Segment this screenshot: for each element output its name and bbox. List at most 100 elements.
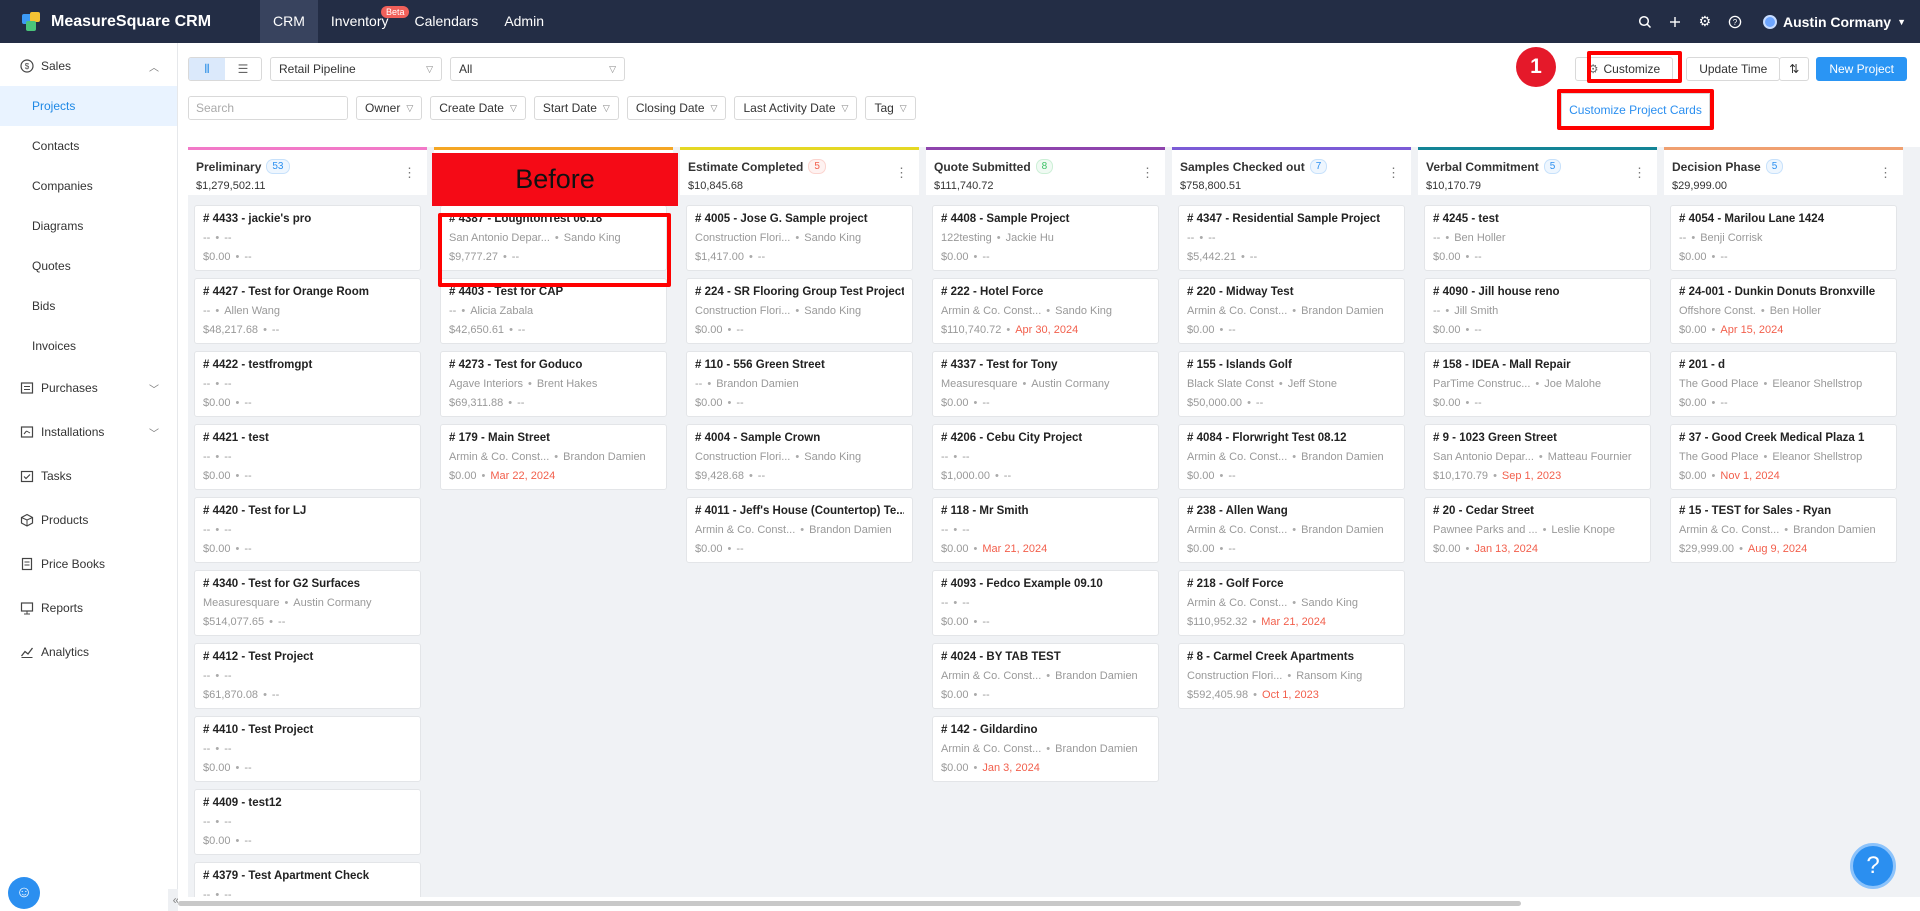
project-card[interactable]: # 8 - Carmel Creek Apartments Constructio… [1178, 643, 1405, 709]
sidebar-item-diagrams[interactable]: Diagrams [32, 219, 84, 233]
project-card[interactable]: # 4403 - Test for CAP -- • Alicia Zabala $42… [440, 278, 667, 344]
app-logo[interactable]: MeasureSquare CRM [0, 11, 260, 32]
community-icon[interactable]: ☺ [8, 877, 40, 909]
sidebar-item-companies[interactable]: Companies [32, 179, 93, 193]
project-card[interactable]: # 224 - SR Flooring Group Test Project Co… [686, 278, 913, 344]
project-card[interactable]: # 4005 - Jose G. Sample project Construct… [686, 205, 913, 271]
filter-start-date[interactable]: Start Date ▽ [533, 96, 619, 120]
project-card[interactable]: # 158 - IDEA - Mall Repair ParTime Constr… [1424, 351, 1651, 417]
nav-admin[interactable]: Admin [491, 0, 557, 43]
update-time-button[interactable]: Update Time [1686, 57, 1781, 81]
project-card[interactable]: # 4412 - Test Project -- • -- $61,870.08 • -- [194, 643, 421, 709]
nav-inventory[interactable]: Inventory Beta [318, 0, 410, 43]
search-input[interactable] [189, 97, 347, 119]
scope-select[interactable]: All ▽ [450, 57, 625, 81]
separator-dot: • [973, 762, 978, 774]
plus-icon[interactable] [1667, 14, 1683, 30]
filter-tag[interactable]: Tag ▽ [865, 96, 916, 120]
project-card[interactable]: # 222 - Hotel Force Armin & Co. Const... •… [932, 278, 1159, 344]
card-company-row: -- • -- [203, 816, 412, 828]
new-project-button[interactable]: New Project [1816, 57, 1907, 81]
project-card[interactable]: # 4422 - testfromgpt -- • -- $0.00 • -- [194, 351, 421, 417]
project-card[interactable]: # 4408 - Sample Project 122testing • Jackie… [932, 205, 1159, 271]
pipeline-select[interactable]: Retail Pipeline ▽ [270, 57, 442, 81]
project-card[interactable]: # 238 - Allen Wang Armin & Co. Const... • B… [1178, 497, 1405, 563]
sidebar-item-bids[interactable]: Bids [32, 299, 56, 313]
sidebar-item-quotes[interactable]: Quotes [32, 259, 71, 273]
project-card[interactable]: # 4206 - Cebu City Project -- • -- $1,000.00… [932, 424, 1159, 490]
card-amount: $0.00 [695, 543, 723, 555]
nav-calendars[interactable]: Calendars [401, 0, 491, 43]
project-card[interactable]: # 4420 - Test for LJ -- • -- $0.00 • -- [194, 497, 421, 563]
project-card[interactable]: # 4004 - Sample Crown Construction Flori.… [686, 424, 913, 490]
project-card[interactable]: # 218 - Golf Force Armin & Co. Const... • S… [1178, 570, 1405, 636]
project-card[interactable]: # 4011 - Jeff's House (Countertop) Te...… [686, 497, 913, 563]
filter-owner[interactable]: Owner ▽ [356, 96, 423, 120]
more-options-icon[interactable]: ⋮ [1633, 165, 1646, 180]
sidebar-item-contacts[interactable]: Contacts [32, 139, 80, 153]
more-options-icon[interactable]: ⋮ [403, 165, 416, 180]
project-card[interactable]: # 4273 - Test for Goduco Agave Interiors •… [440, 351, 667, 417]
project-card[interactable]: # 37 - Good Creek Medical Plaza 1 The Goo… [1670, 424, 1897, 490]
sidebar-item-products[interactable]: Products [0, 498, 177, 542]
separator-dot: • [1711, 397, 1716, 409]
project-card[interactable]: # 4054 - Marilou Lane 1424 -- • Benji Corri… [1670, 205, 1897, 271]
more-options-icon[interactable]: ⋮ [895, 165, 908, 180]
project-card[interactable]: # 201 - d The Good Place • Eleanor Shellstr… [1670, 351, 1897, 417]
filter-closing-date[interactable]: Closing Date ▽ [626, 96, 727, 120]
more-options-icon[interactable]: ⋮ [1387, 165, 1400, 180]
project-card[interactable]: # 4084 - Florwright Test 08.12 Armin & Co… [1178, 424, 1405, 490]
project-card[interactable]: # 110 - 556 Green Street -- • Brandon Damie… [686, 351, 913, 417]
sidebar-item-price-books[interactable]: Price Books [0, 542, 177, 586]
card-owner: -- [224, 451, 232, 463]
project-card[interactable]: # 20 - Cedar Street Pawnee Parks and ... •… [1424, 497, 1651, 563]
project-card[interactable]: # 118 - Mr Smith -- • -- $0.00 • Mar 21, 2024 [932, 497, 1159, 563]
sidebar-group-installations[interactable]: Installations ﹀ [0, 410, 177, 454]
sidebar-item-analytics[interactable]: Analytics [0, 630, 177, 674]
project-card[interactable]: # 155 - Islands Golf Black Slate Const • Je… [1178, 351, 1405, 417]
more-options-icon[interactable]: ⋮ [1879, 165, 1892, 180]
project-card[interactable]: # 4340 - Test for G2 Surfaces Measuresqua… [194, 570, 421, 636]
list-view-icon[interactable]: ☰ [237, 62, 249, 76]
project-card[interactable]: # 4090 - Jill house reno -- • Jill Smith $0.… [1424, 278, 1651, 344]
project-card[interactable]: # 4245 - test -- • Ben Holler $0.00 • -- [1424, 205, 1651, 271]
search-icon[interactable] [1637, 14, 1653, 30]
card-owner: Jackie Hu [1005, 232, 1054, 244]
project-card[interactable]: # 179 - Main Street Armin & Co. Const... •… [440, 424, 667, 490]
gear-icon[interactable]: ⚙ [1698, 13, 1712, 29]
sort-icon[interactable]: ⇅ [1779, 57, 1810, 81]
project-card[interactable]: # 15 - TEST for Sales - Ryan Armin & Co. … [1670, 497, 1897, 563]
project-card[interactable]: # 9 - 1023 Green Street San Antonio Depar… [1424, 424, 1651, 490]
project-card[interactable]: # 4337 - Test for Tony Measuresquare • Aust… [932, 351, 1159, 417]
customize-project-cards-button[interactable]: Customize Project Cards [1561, 93, 1710, 127]
sidebar-group-purchases[interactable]: Purchases ﹀ [0, 366, 177, 410]
filter-last-activity-date[interactable]: Last Activity Date ▽ [734, 96, 858, 120]
sidebar-item-projects[interactable]: Projects [0, 86, 177, 126]
more-options-icon[interactable]: ⋮ [1141, 165, 1154, 180]
sidebar-group-sales[interactable]: $ Sales ︿ [0, 46, 177, 86]
scroll-thumb[interactable] [178, 901, 1521, 906]
sidebar-item-reports[interactable]: Reports [0, 586, 177, 630]
chevron-down-icon: ▽ [899, 102, 907, 113]
project-card[interactable]: # 4421 - test -- • -- $0.00 • -- [194, 424, 421, 490]
filter-create-date[interactable]: Create Date ▽ [430, 96, 526, 120]
card-company: Agave Interiors [449, 378, 523, 390]
project-card[interactable]: # 142 - Gildardino Armin & Co. Const... • B… [932, 716, 1159, 782]
project-card[interactable]: # 24-001 - Dunkin Donuts Bronxville Offsh… [1670, 278, 1897, 344]
project-card[interactable]: # 4024 - BY TAB TEST Armin & Co. Const...… [932, 643, 1159, 709]
project-card[interactable]: # 4410 - Test Project -- • -- $0.00 • -- [194, 716, 421, 782]
sidebar-item-invoices[interactable]: Invoices [32, 339, 77, 353]
nav-crm[interactable]: CRM [260, 0, 318, 43]
kanban-view-icon[interactable]: ⫴ [189, 58, 225, 80]
horizontal-scrollbar[interactable] [178, 897, 1920, 911]
project-card[interactable]: # 220 - Midway Test Armin & Co. Const... •… [1178, 278, 1405, 344]
project-card[interactable]: # 4347 - Residential Sample Project -- • --… [1178, 205, 1405, 271]
user-menu[interactable]: Austin Cormany ▼ [1762, 14, 1906, 30]
project-card[interactable]: # 4093 - Fedco Example 09.10 -- • -- $0.00 • -… [932, 570, 1159, 636]
help-button[interactable]: ? [1850, 843, 1896, 889]
project-card[interactable]: # 4427 - Test for Orange Room -- • Allen Wa… [194, 278, 421, 344]
help-icon[interactable]: ? [1727, 14, 1743, 30]
project-card[interactable]: # 4433 - jackie's pro -- • -- $0.00 • -- [194, 205, 421, 271]
sidebar-item-tasks[interactable]: Tasks [0, 454, 177, 498]
project-card[interactable]: # 4409 - test12 -- • -- $0.00 • -- [194, 789, 421, 855]
